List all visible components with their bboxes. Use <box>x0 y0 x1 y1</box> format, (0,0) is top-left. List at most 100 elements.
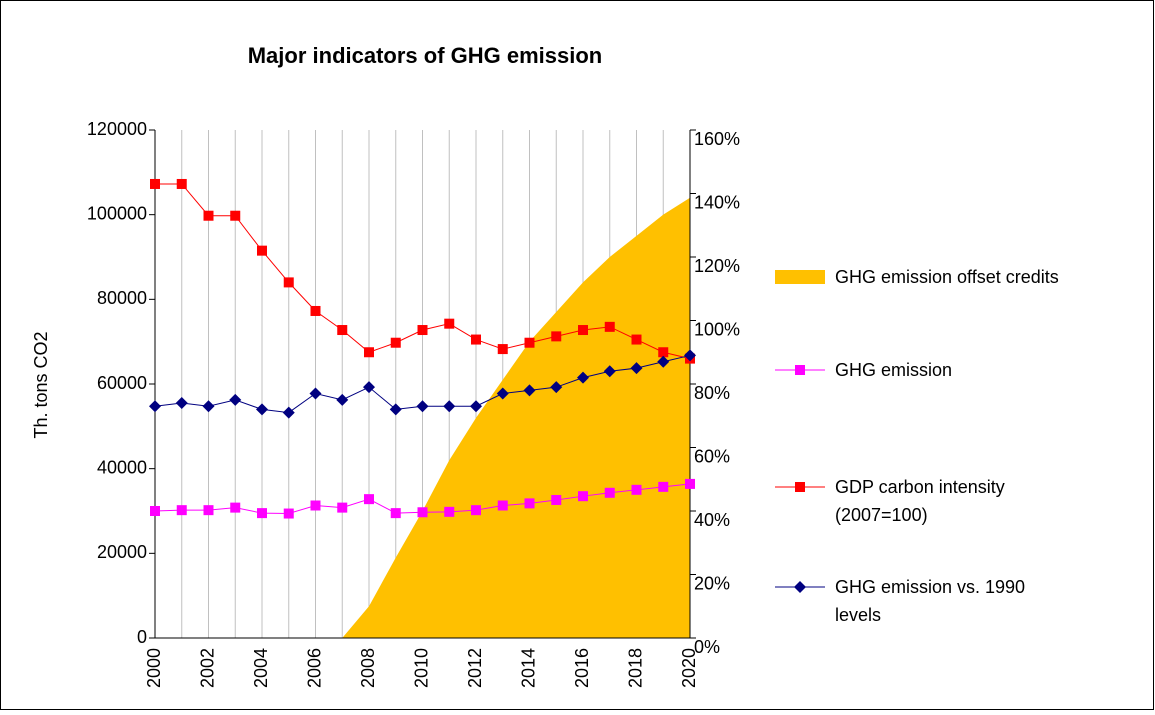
y-axis-title: Th. tons CO2 <box>31 331 51 438</box>
legend-label: GHG emission <box>835 360 953 380</box>
legend-label: GDP carbon intensity (2007=100) <box>835 477 1005 525</box>
marker <box>604 487 615 498</box>
marker <box>389 403 402 416</box>
legend-marker <box>794 581 806 593</box>
marker <box>658 481 669 492</box>
marker <box>658 347 669 358</box>
marker <box>203 210 214 221</box>
marker <box>202 400 215 413</box>
y2-tick-label: 80% <box>694 383 730 403</box>
marker <box>497 500 508 511</box>
marker <box>337 325 348 336</box>
x-tick-label: 2006 <box>304 648 324 688</box>
legend-marker <box>795 482 805 492</box>
legend-label: GHG emission vs. 1990 levels <box>835 577 1026 625</box>
marker <box>229 393 242 406</box>
y2-tick-label: 20% <box>694 573 730 593</box>
marker <box>496 387 509 400</box>
y-tick-label: 0 <box>137 627 147 647</box>
y-tick-label: 60000 <box>97 373 147 393</box>
marker <box>444 506 455 517</box>
marker <box>336 393 349 406</box>
marker <box>310 305 321 316</box>
y2-tick-label: 120% <box>694 256 740 276</box>
marker <box>390 337 401 348</box>
y2-tick-label: 140% <box>694 192 740 212</box>
x-tick-label: 2014 <box>518 648 538 688</box>
marker <box>417 507 428 518</box>
legend-swatch <box>775 270 825 284</box>
y2-tick-label: 160% <box>694 129 740 149</box>
area <box>342 197 690 638</box>
y-tick-label: 80000 <box>97 288 147 308</box>
marker <box>176 505 187 516</box>
marker <box>471 334 481 345</box>
x-tick-label: 2016 <box>572 648 592 688</box>
marker <box>149 400 161 413</box>
marker <box>257 245 267 256</box>
marker <box>390 508 401 519</box>
y2-tick-label: 60% <box>694 446 730 466</box>
y2-tick-label: 0% <box>694 637 720 657</box>
marker <box>283 277 294 288</box>
marker <box>630 362 643 375</box>
marker <box>444 318 455 329</box>
marker <box>471 505 481 516</box>
x-tick-label: 2002 <box>197 648 217 688</box>
marker <box>577 371 589 384</box>
marker <box>337 502 348 513</box>
marker <box>203 505 214 516</box>
marker <box>364 347 374 358</box>
marker <box>578 491 588 502</box>
marker <box>150 178 160 189</box>
x-tick-label: 2020 <box>679 648 699 688</box>
marker <box>685 478 695 489</box>
marker <box>524 498 535 509</box>
marker <box>363 381 375 394</box>
marker <box>283 508 294 519</box>
marker <box>176 178 187 189</box>
x-tick-label: 2000 <box>144 648 164 688</box>
marker <box>230 210 241 221</box>
marker <box>550 381 563 394</box>
marker <box>443 400 456 413</box>
y-tick-label: 120000 <box>87 119 147 139</box>
marker <box>684 349 696 362</box>
marker <box>551 494 562 505</box>
marker <box>524 337 535 348</box>
y-tick-label: 40000 <box>97 457 147 477</box>
marker <box>256 403 268 416</box>
marker <box>175 397 188 410</box>
marker <box>657 355 670 368</box>
marker <box>603 365 616 378</box>
legend-marker <box>795 365 805 375</box>
marker <box>230 502 241 513</box>
marker <box>417 325 428 336</box>
marker <box>309 387 322 400</box>
marker <box>604 321 615 332</box>
legend-label: GHG emission offset credits <box>835 267 1059 287</box>
y2-tick-label: 100% <box>694 319 740 339</box>
marker <box>310 500 321 511</box>
y2-tick-label: 40% <box>694 510 730 530</box>
marker <box>631 484 642 495</box>
marker <box>470 400 482 413</box>
marker <box>497 344 508 355</box>
marker <box>150 506 160 516</box>
x-tick-label: 2004 <box>251 648 271 688</box>
marker <box>257 508 267 519</box>
marker <box>364 494 374 505</box>
marker <box>578 325 588 336</box>
y-tick-label: 100000 <box>87 203 147 223</box>
chart-title: Major indicators of GHG emission <box>248 43 603 68</box>
marker <box>416 400 429 413</box>
y-tick-label: 20000 <box>97 542 147 562</box>
x-tick-label: 2008 <box>358 648 378 688</box>
marker <box>523 384 536 397</box>
x-tick-label: 2010 <box>411 648 431 688</box>
marker <box>631 334 642 345</box>
x-tick-label: 2018 <box>625 648 645 688</box>
